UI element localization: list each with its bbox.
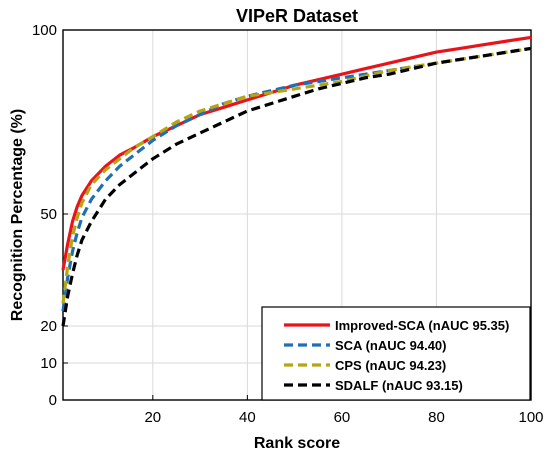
series-line-1 xyxy=(61,35,532,271)
x-tick-labels: 20 40 60 80 100 xyxy=(144,395,544,426)
y-tick-label: 0 xyxy=(49,392,57,409)
y-tick-labels: 0 10 20 50 100 xyxy=(32,22,68,409)
y-tick-label: 50 xyxy=(40,206,57,223)
legend-label-2: SCA (nAUC 94.40) xyxy=(335,338,446,353)
y-tick-label: 100 xyxy=(32,22,57,39)
x-axis-label: Rank score xyxy=(254,435,340,452)
legend: Improved-SCA (nAUC 95.35) SCA (nAUC 94.40… xyxy=(261,306,531,401)
x-tick-label: 80 xyxy=(428,409,445,426)
y-tick-label: 20 xyxy=(40,318,57,335)
series-line-4 xyxy=(61,46,532,327)
y-tick-label: 10 xyxy=(40,355,57,372)
series-lines xyxy=(61,35,532,327)
legend-label-3: CPS (nAUC 94.23) xyxy=(335,358,446,373)
x-tick-label: 20 xyxy=(144,409,161,426)
chart-title: VIPeR Dataset xyxy=(236,6,358,26)
legend-label-4: SDALF (nAUC 93.15) xyxy=(335,378,463,393)
y-axis-label: Recognition Percentage (%) xyxy=(9,109,26,321)
x-tick-label: 60 xyxy=(334,409,351,426)
legend-label-1: Improved-SCA (nAUC 95.35) xyxy=(335,318,509,333)
x-tick-label: 40 xyxy=(239,409,256,426)
x-tick-label: 100 xyxy=(518,409,543,426)
